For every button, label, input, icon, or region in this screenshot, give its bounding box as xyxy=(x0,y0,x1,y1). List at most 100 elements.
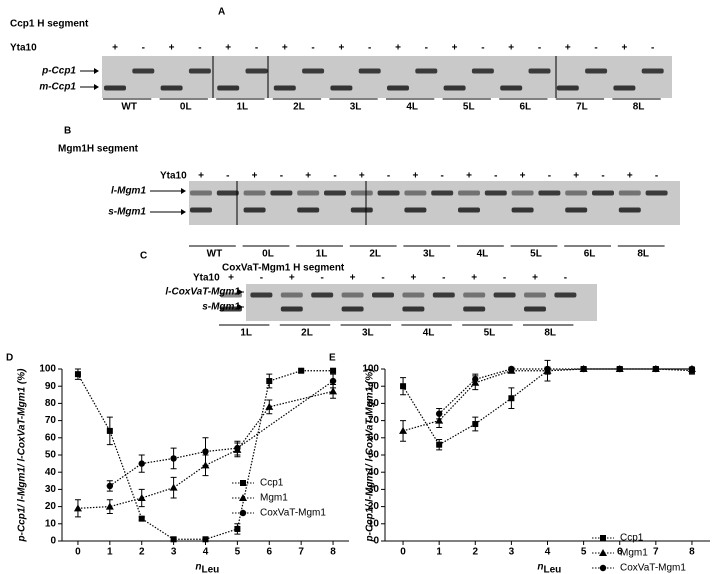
band xyxy=(500,85,523,91)
marker xyxy=(329,377,337,385)
treatment-sign: + xyxy=(289,273,295,284)
x-axis-label-sub: Leu xyxy=(544,565,562,574)
band xyxy=(270,190,293,196)
x-tick-label: 5 xyxy=(235,547,241,558)
panel-letter: A xyxy=(218,7,225,18)
band xyxy=(104,85,126,91)
marker xyxy=(239,494,247,501)
treatment-sign: - xyxy=(226,171,229,182)
treatment-sign: + xyxy=(471,273,477,284)
group-label: 2L xyxy=(293,102,305,113)
y-tick-label: 30 xyxy=(45,484,57,495)
series-line xyxy=(109,380,334,487)
band xyxy=(190,207,212,213)
panel-letter: E xyxy=(329,353,336,364)
marker xyxy=(599,549,607,556)
marker xyxy=(616,365,623,373)
band xyxy=(358,68,381,74)
treatment-sign: - xyxy=(321,273,324,284)
panel-title: Ccp1 H segment xyxy=(10,19,89,30)
band xyxy=(493,292,516,298)
treatment-sign: + xyxy=(112,43,118,54)
band xyxy=(302,68,325,74)
x-tick-label: 7 xyxy=(298,547,304,558)
marker xyxy=(472,421,479,428)
group-label: 7L xyxy=(576,102,588,113)
band xyxy=(160,85,183,91)
treatment-sign: + xyxy=(532,273,538,284)
band xyxy=(350,190,373,196)
band xyxy=(443,85,466,91)
band xyxy=(463,292,486,298)
arrow-head xyxy=(94,84,99,90)
marker xyxy=(399,426,408,434)
arrow-head xyxy=(181,188,186,194)
marker xyxy=(73,504,82,512)
band xyxy=(524,306,546,312)
legend-label: Ccp1 xyxy=(620,533,644,544)
marker xyxy=(652,365,660,373)
panel-letter: B xyxy=(64,126,71,137)
group-label: 8L xyxy=(637,249,649,260)
band xyxy=(280,306,303,312)
y-tick-label: 40 xyxy=(45,467,57,478)
group-label: 0L xyxy=(180,102,192,113)
band xyxy=(132,68,155,74)
x-tick-label: 8 xyxy=(689,547,695,558)
band xyxy=(565,190,588,196)
series-line xyxy=(402,368,692,432)
group-label: 8L xyxy=(633,102,645,113)
band xyxy=(190,190,212,196)
band xyxy=(618,190,641,196)
group-label: 5L xyxy=(530,249,542,260)
marker xyxy=(137,494,146,501)
y-axis-label: p-Ccp1/ l-Mgm1/ l-CoxVaT-Mgm1 (%) xyxy=(17,368,28,543)
marker xyxy=(508,395,515,402)
group-label: 1L xyxy=(237,102,249,113)
treatment-sign: + xyxy=(350,273,356,284)
marker xyxy=(435,416,444,424)
marker xyxy=(169,483,178,491)
band xyxy=(592,190,614,196)
marker xyxy=(106,482,114,490)
treatment-sign: + xyxy=(282,43,288,54)
treatment-sign: - xyxy=(442,273,445,284)
y-tick-label: 70 xyxy=(368,415,380,426)
marker xyxy=(74,371,81,378)
band xyxy=(554,292,577,298)
treatment-sign: - xyxy=(333,171,336,182)
marker xyxy=(138,460,145,467)
marker xyxy=(234,444,241,452)
y-tick-label: 10 xyxy=(45,518,57,529)
y-tick-label: 10 xyxy=(368,518,380,529)
x-tick-label: 4 xyxy=(203,547,209,558)
band xyxy=(402,306,425,312)
band-label: s-Mgm1 xyxy=(202,302,240,313)
blot-image xyxy=(246,284,597,321)
treatment-sign: - xyxy=(255,43,258,54)
marker xyxy=(234,525,241,532)
treatment-sign: - xyxy=(651,43,654,54)
treatment-sign: - xyxy=(601,171,604,182)
x-tick-label: 0 xyxy=(75,547,81,558)
band xyxy=(324,190,346,196)
band xyxy=(341,292,364,298)
treatment-sign: - xyxy=(387,171,390,182)
band xyxy=(458,207,480,213)
band xyxy=(645,190,668,196)
band xyxy=(538,190,561,196)
treatment-sign: + xyxy=(225,43,231,54)
x-axis-label: n xyxy=(537,562,543,573)
treatment-sign: + xyxy=(452,43,458,54)
x-tick-label: 0 xyxy=(400,547,406,558)
band-label: m-Ccp1 xyxy=(39,82,76,93)
treatment-sign: + xyxy=(573,171,579,182)
treatment-sign: - xyxy=(481,43,484,54)
band xyxy=(243,207,266,213)
band-label: s-Mgm1 xyxy=(108,207,146,218)
treatment-sign: + xyxy=(621,43,627,54)
treatment-sign: + xyxy=(410,273,416,284)
x-tick-label: 7 xyxy=(653,547,659,558)
marker xyxy=(105,502,114,510)
band xyxy=(273,85,296,91)
